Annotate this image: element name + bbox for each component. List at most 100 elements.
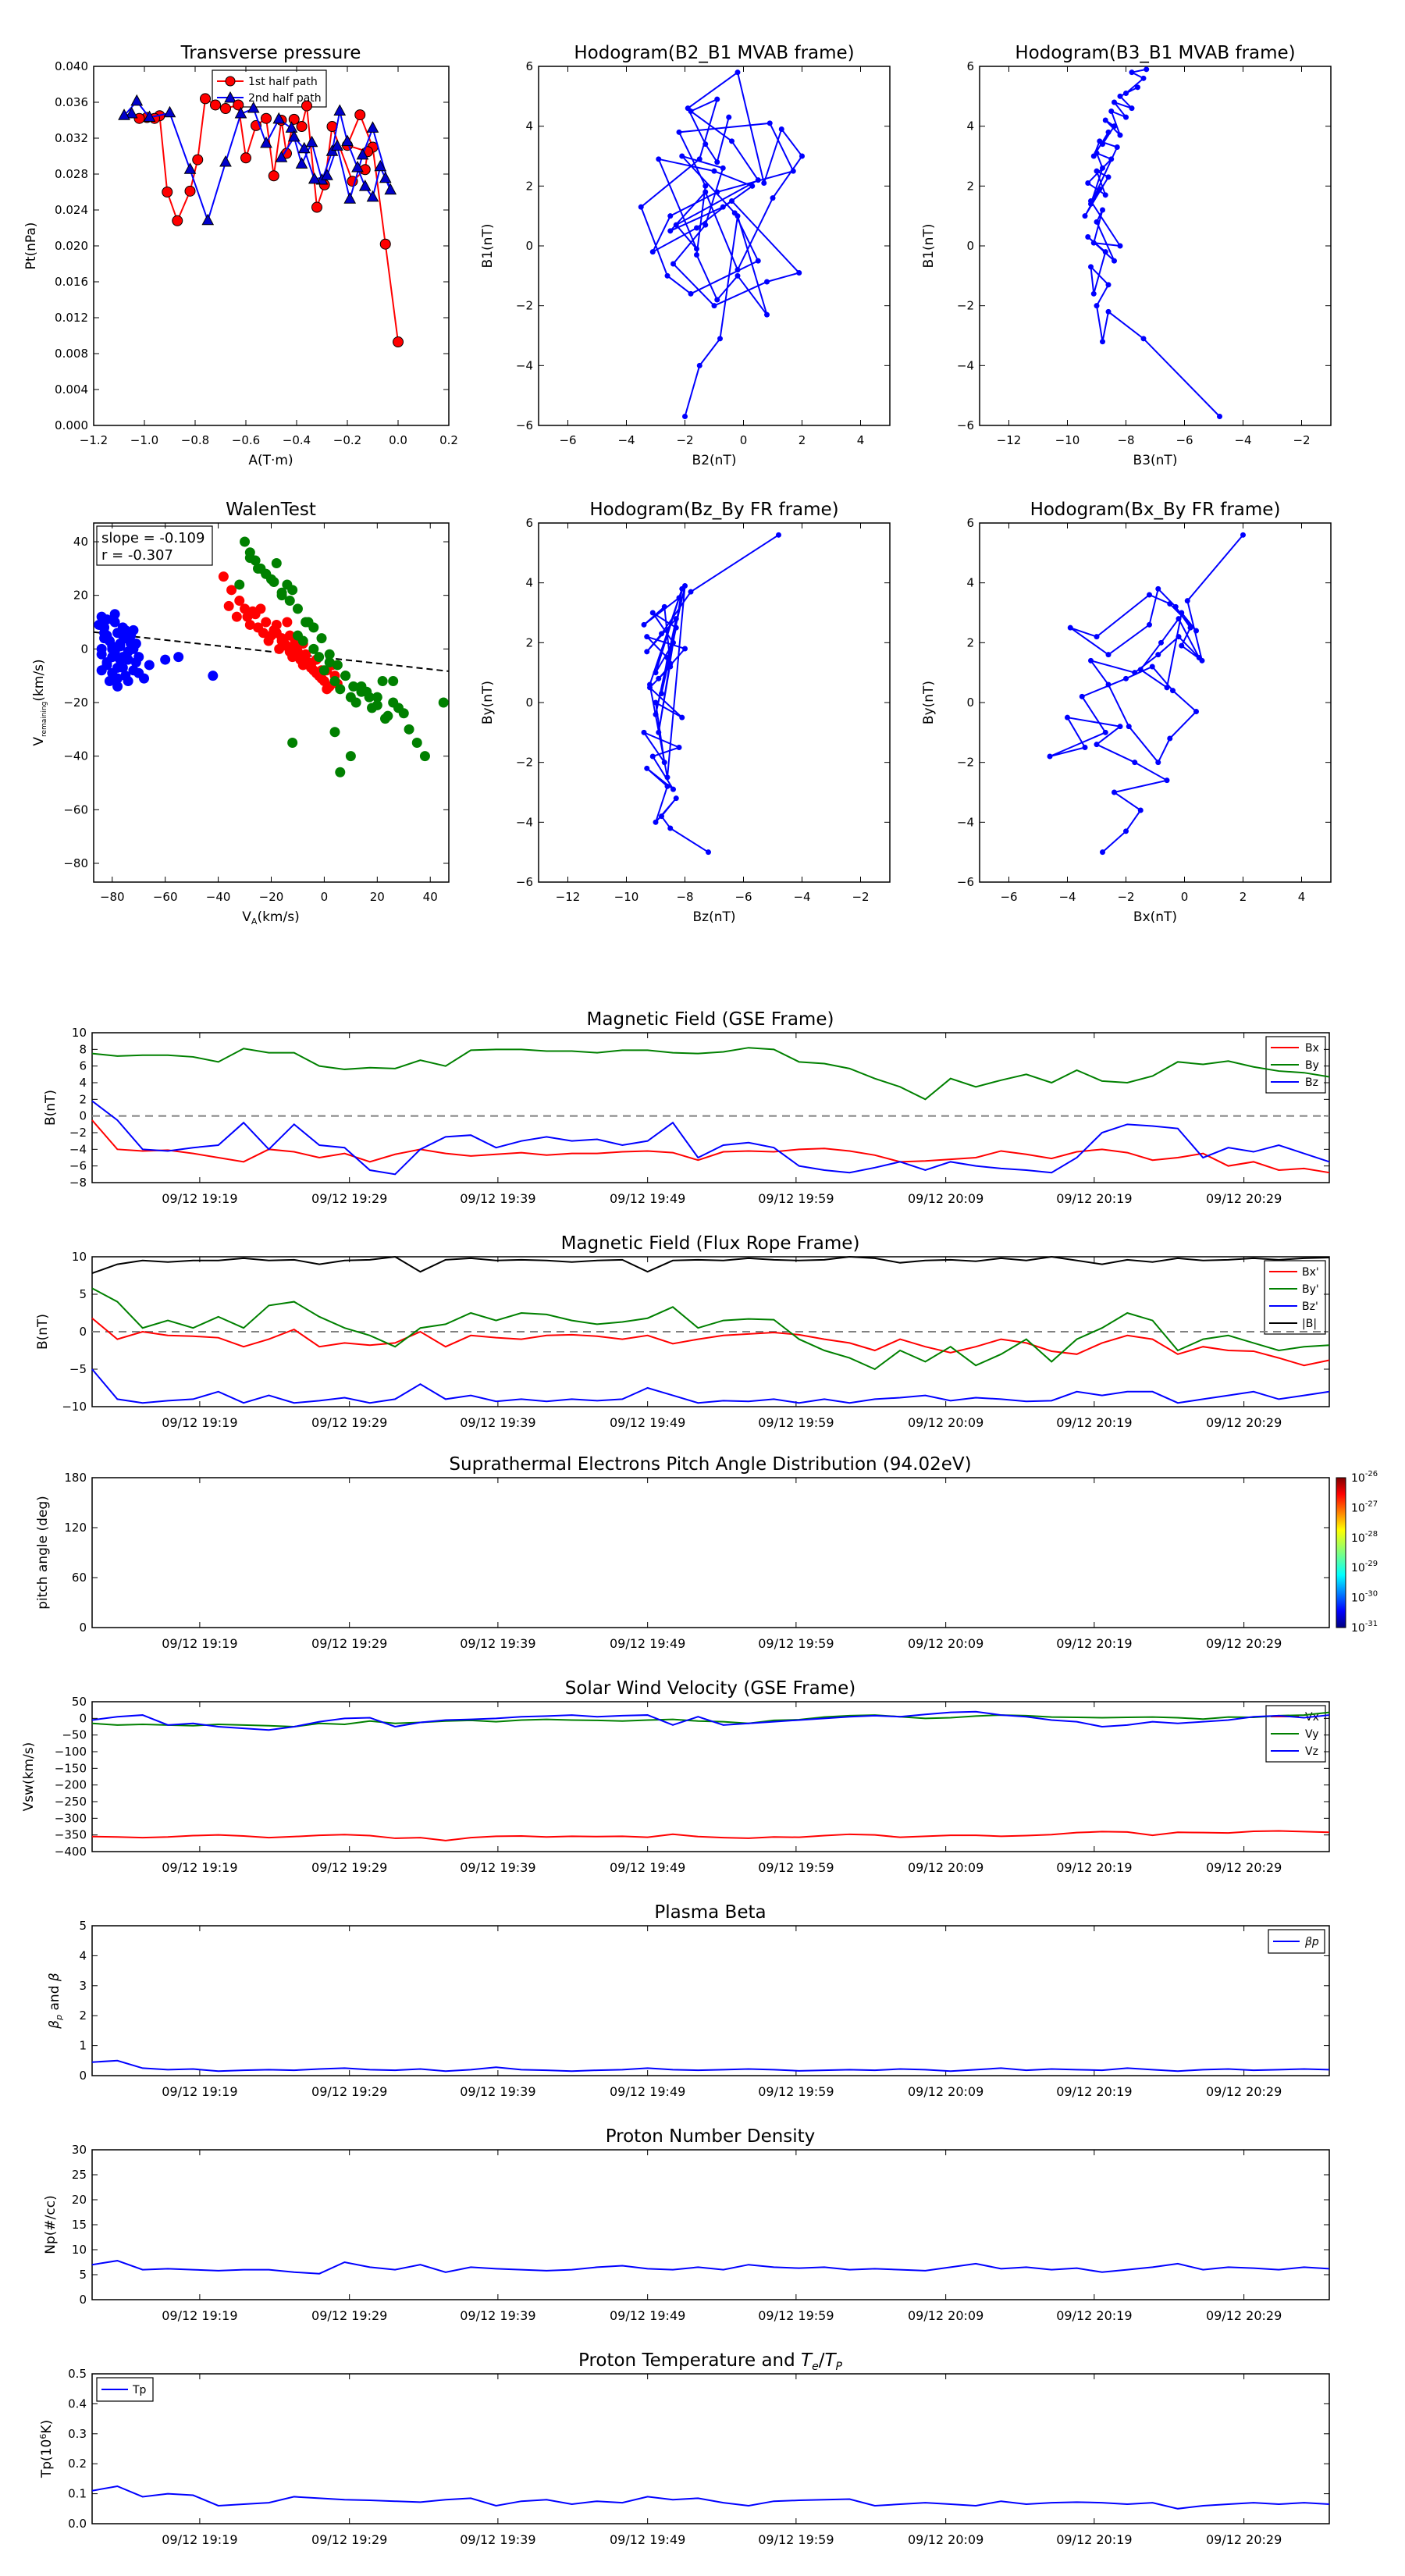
y-tick-label: 0 [525,696,533,710]
data-point [354,109,366,121]
data-point [1108,156,1115,162]
y-tick-label: 0.004 [55,382,88,397]
y-tick-label: −4 [957,358,974,372]
data-point [226,585,237,596]
data-point [109,609,120,620]
y-tick-label: −4 [957,815,974,829]
x-tick-label: −6 [559,433,576,447]
data-point [649,610,656,616]
panel-transverse-pressure: Transverse pressure A(T·m) Pt(nPa) 1st h… [23,43,450,468]
series-line-series-0 [91,2260,1330,2275]
data-point [162,187,173,197]
data-point [345,751,356,762]
data-point [1179,610,1185,616]
data-point [398,708,409,719]
data-point [661,760,667,766]
data-point [673,795,679,802]
colorbar-tick-label: 10-26 [1351,1470,1378,1485]
x-tick-label: −80 [100,890,125,904]
data-point [1094,219,1100,225]
data-point [115,641,126,652]
data-point [764,279,770,285]
time-tick-label: 09/12 19:49 [610,2084,685,2099]
chart-title: Solar Wind Velocity (GSE Frame) [565,1678,855,1699]
data-point [1140,336,1147,342]
data-point [297,635,308,646]
plot-frame [91,1925,1330,2076]
plot-frame [979,522,1332,883]
y-axis-label: B(nT) [43,1090,59,1126]
data-point [253,563,264,574]
x-axis-label: VA(km/s) [242,909,299,927]
y-tick-label: 0.2 [68,2457,87,2471]
data-point [702,183,709,189]
y-tick-label: 0.016 [55,275,88,289]
data-point [679,714,685,720]
data-point [305,135,318,148]
time-tick-label: 09/12 20:29 [1206,2308,1282,2323]
data-point [1117,724,1123,730]
legend-label-by-prime: By' [1302,1283,1319,1296]
y-tick-label: 5 [79,2268,87,2282]
colorbar-tick-label: 10-29 [1351,1560,1378,1574]
data-point [295,157,308,169]
time-tick-label: 09/12 19:29 [311,2084,387,2099]
time-tick-label: 09/12 19:59 [758,1636,834,1651]
data-point [388,676,399,687]
y-tick-label: −100 [55,1745,87,1759]
data-point [234,596,245,607]
x-tick-label: 0.0 [389,433,407,447]
series-line-series-0 [1084,68,1221,418]
data-point [372,699,382,710]
time-tick-label: 09/12 20:29 [1206,1860,1282,1875]
data-point [1137,667,1144,673]
data-point [332,660,343,671]
data-point [653,711,659,717]
time-tick-label: 09/12 19:29 [311,1636,387,1651]
x-tick-label: 4 [1298,890,1306,904]
y-tick-label: 8 [79,1042,87,1056]
y-tick-label: 30 [72,2143,87,2157]
y-tick-label: 60 [72,1571,87,1585]
y-tick-label: 50 [72,1695,87,1709]
data-point [1155,760,1161,766]
data-point [659,631,664,637]
y-tick-label: 0 [79,2293,87,2307]
data-point [316,633,327,644]
data-point [343,192,357,204]
data-point [1164,777,1170,784]
data-point [776,532,781,538]
series-line-tp [91,2485,1330,2510]
data-point [372,692,382,703]
legend-marker-2nd [224,91,237,103]
x-tick-label: −0.2 [333,433,361,447]
data-point [287,130,301,142]
x-tick-label: −12 [556,890,581,904]
plot-frame [538,66,891,426]
data-point [1112,258,1117,264]
data-point [664,655,670,660]
x-tick-label: −6 [1000,890,1017,904]
x-tick-label: −2 [1293,433,1310,447]
legend-label-tp: Tp [132,2384,147,2396]
data-point [1105,308,1112,315]
data-point [276,587,287,598]
legend-label-2nd: 2nd half path [248,92,322,105]
y-tick-label: 0.012 [55,311,88,325]
data-point [301,617,311,628]
legend-label-bx-prime: Bx' [1302,1266,1319,1279]
x-tick-label: −4 [1058,890,1076,904]
data-point [1112,789,1117,795]
data-point [275,151,288,162]
data-point [234,106,247,119]
data-point [1094,303,1100,309]
data-point [664,774,670,781]
colorbar-tick-label: 10-28 [1351,1530,1378,1545]
data-point [659,813,664,820]
data-point [1135,84,1140,91]
y-tick-label: 4 [79,1948,87,1962]
chart-title: WalenTest [226,500,316,520]
data-point [282,617,293,628]
data-point [1149,664,1155,670]
